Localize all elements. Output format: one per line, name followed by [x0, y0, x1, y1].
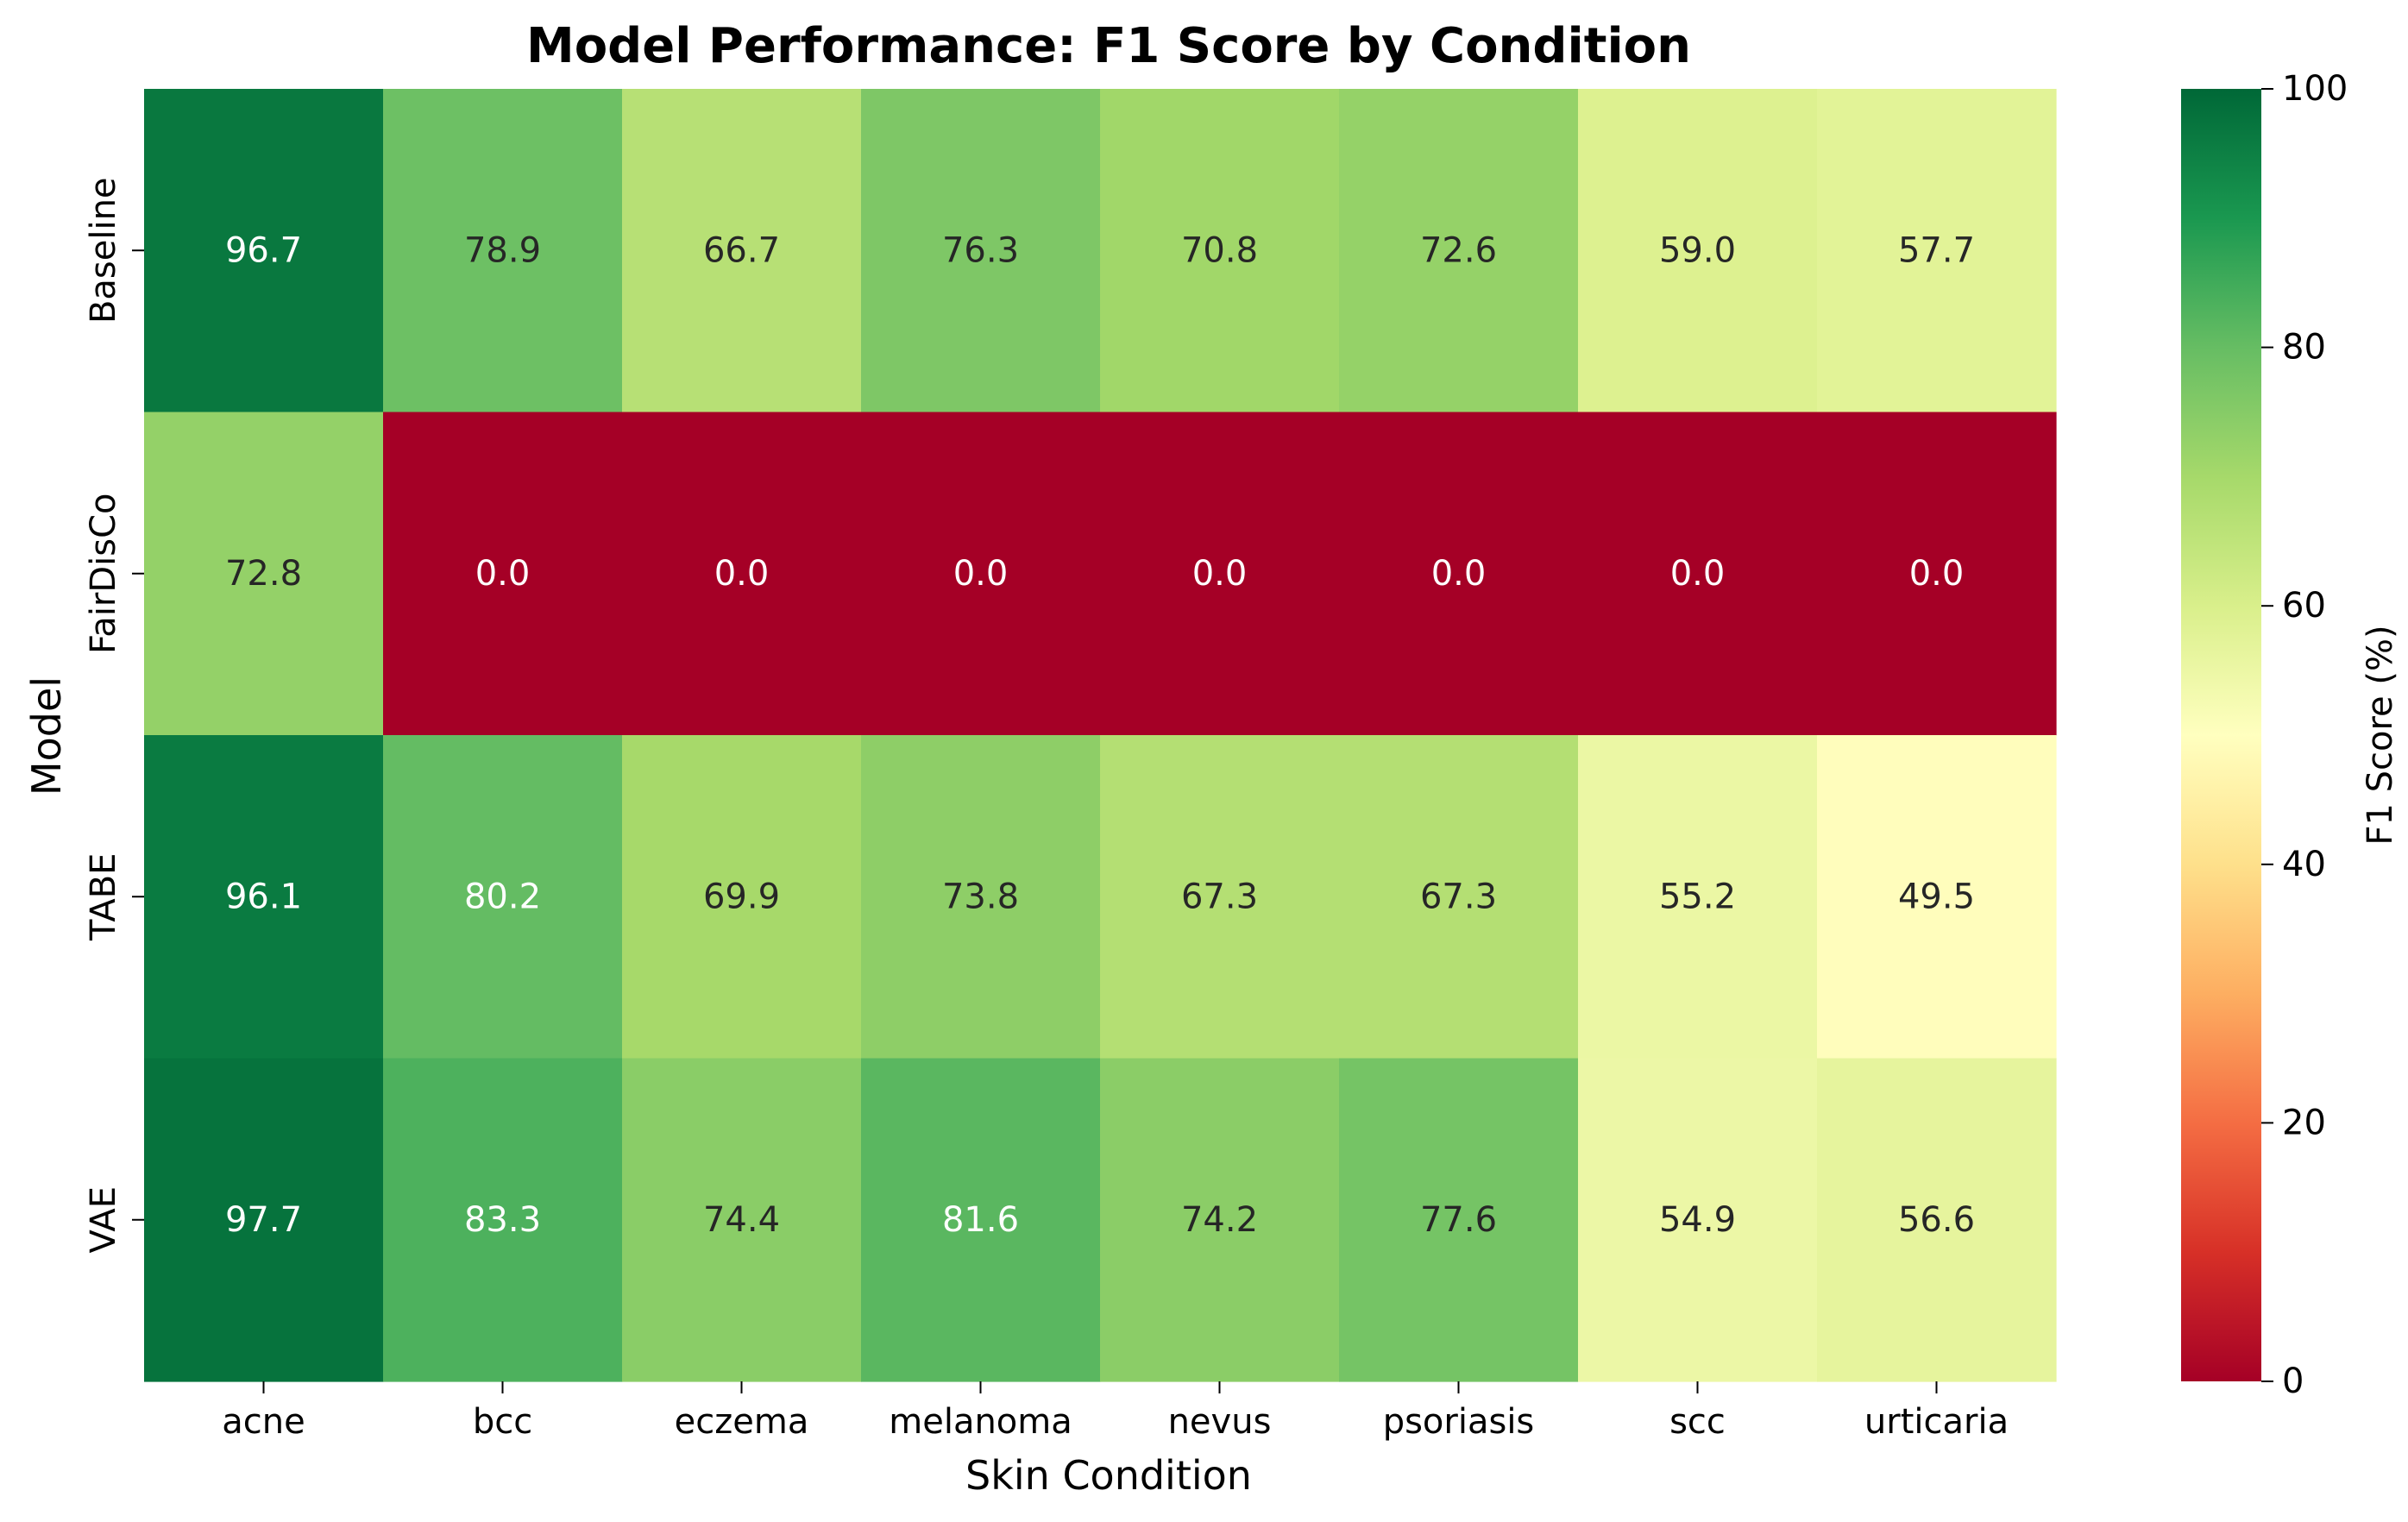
- cell-value-label: 74.2: [1181, 1200, 1258, 1240]
- cell-value-label: 67.3: [1181, 877, 1258, 916]
- heatmap-cell: [861, 1058, 1101, 1382]
- heatmap-cell: [622, 1058, 862, 1382]
- colorbar-ticks: 0 20 40 60 80 100: [2261, 69, 2348, 1401]
- heatmap-cell: [144, 89, 384, 413]
- y-tick-label: VAE: [84, 1186, 123, 1253]
- colorbar-tick-label: 80: [2282, 328, 2326, 368]
- cell-value-label: 54.9: [1659, 1200, 1736, 1240]
- x-axis: acne bcc eczema melanoma nevus psoriasis scc ur…: [222, 1381, 2009, 1442]
- heatmap-cell: [144, 412, 384, 736]
- y-tick-label: Baseline: [84, 177, 123, 324]
- cell-value-label: 69.9: [703, 877, 780, 916]
- heatmap-cell: [1339, 735, 1579, 1060]
- cell-value-label: 66.7: [703, 230, 780, 270]
- heatmap-cell: [622, 89, 862, 413]
- cell-value-label: 76.3: [942, 230, 1019, 270]
- cell-value-label: 59.0: [1659, 230, 1736, 270]
- x-tick-label: scc: [1669, 1402, 1726, 1442]
- cell-value-label: 83.3: [464, 1200, 541, 1240]
- y-axis: Baseline FairDisCo TABE VAE: [84, 177, 144, 1253]
- heatmap-cell: [861, 412, 1101, 736]
- heatmap-cell: [861, 735, 1101, 1060]
- cell-value-label: 77.6: [1420, 1200, 1497, 1240]
- cell-value-label: 0.0: [475, 554, 531, 594]
- cell-value-label: 57.7: [1898, 230, 1975, 270]
- heatmap-cell: [1100, 412, 1340, 736]
- colorbar-tick-label: 100: [2282, 69, 2348, 109]
- colorbar-label: F1 Score (%): [2361, 625, 2400, 845]
- x-tick-label: nevus: [1168, 1402, 1272, 1442]
- cell-value-label: 96.7: [225, 230, 302, 270]
- heatmap-cell: [1817, 89, 2057, 413]
- cell-value-label: 81.6: [942, 1200, 1019, 1240]
- cell-value-label: 80.2: [464, 877, 541, 916]
- cell-value-label: 97.7: [225, 1200, 302, 1240]
- heatmap-cell: [1817, 1058, 2057, 1382]
- heatmap-cell: [622, 735, 862, 1060]
- cell-value-label: 0.0: [1670, 554, 1726, 594]
- cell-value-label: 72.6: [1420, 230, 1497, 270]
- heatmap-cell: [1578, 1058, 1818, 1382]
- heatmap-cell: [1339, 1058, 1579, 1382]
- x-tick-label: bcc: [473, 1402, 532, 1442]
- y-tick-label: TABE: [84, 853, 123, 941]
- heatmap-cell: [1578, 412, 1818, 736]
- cell-value-label: 78.9: [464, 230, 541, 270]
- cell-value-label: 0.0: [1909, 554, 1965, 594]
- heatmap-cell: [383, 412, 623, 736]
- cell-value-label: 67.3: [1420, 877, 1497, 916]
- heatmap-cell: [861, 89, 1101, 413]
- y-axis-label: Model: [23, 676, 70, 796]
- cell-value-label: 56.6: [1898, 1200, 1975, 1240]
- x-tick-label: psoriasis: [1383, 1402, 1535, 1442]
- cell-value-label: 73.8: [942, 877, 1019, 916]
- x-tick-label: eczema: [675, 1402, 809, 1442]
- cell-value-label: 0.0: [953, 554, 1009, 594]
- cell-value-label: 55.2: [1659, 877, 1736, 916]
- cell-value-label: 72.8: [225, 554, 302, 594]
- x-tick-label: melanoma: [889, 1402, 1072, 1442]
- chart-title: Model Performance: F1 Score by Condition: [526, 18, 1691, 74]
- heatmap-cell: [144, 735, 384, 1060]
- heatmap-cell: [1339, 412, 1579, 736]
- colorbar-tick-label: 40: [2282, 845, 2326, 884]
- heatmap-cell: [1100, 89, 1340, 413]
- colorbar-gradient: [2181, 89, 2261, 1381]
- heatmap-cell: [383, 89, 623, 413]
- heatmap-cell: [383, 735, 623, 1060]
- cell-value-label: 0.0: [714, 554, 770, 594]
- cell-value-label: 74.4: [703, 1200, 780, 1240]
- heatmap-cell: [1817, 735, 2057, 1060]
- x-tick-label: acne: [222, 1402, 305, 1442]
- heatmap-grid: 96.7 78.9 66.7 76.3 70.8 72.6 59.0 57.7 72.8 0.0 0…: [144, 89, 2057, 1382]
- colorbar-tick-label: 20: [2282, 1103, 2326, 1142]
- cell-value-label: 70.8: [1181, 230, 1258, 270]
- x-tick-label: urticaria: [1864, 1402, 2009, 1442]
- colorbar: 0 20 40 60 80 100 F1 Score (%): [2181, 69, 2400, 1401]
- cell-value-label: 0.0: [1192, 554, 1248, 594]
- heatmap-cell: [1339, 89, 1579, 413]
- y-tick-label: FairDisCo: [84, 493, 123, 654]
- heatmap-cell: [383, 1058, 623, 1382]
- colorbar-tick-label: 0: [2282, 1362, 2304, 1401]
- cell-value-label: 49.5: [1898, 877, 1975, 916]
- heatmap-cell: [622, 412, 862, 736]
- heatmap-cell: [1100, 1058, 1340, 1382]
- heatmap-cell: [144, 1058, 384, 1382]
- heatmap-cell: [1100, 735, 1340, 1060]
- colorbar-tick-label: 60: [2282, 586, 2326, 626]
- heatmap-cell: [1817, 412, 2057, 736]
- heatmap-cell: [1578, 735, 1818, 1060]
- cell-value-label: 96.1: [225, 877, 302, 916]
- heatmap-cell: [1578, 89, 1818, 413]
- cell-value-label: 0.0: [1431, 554, 1487, 594]
- x-axis-label: Skin Condition: [965, 1452, 1252, 1499]
